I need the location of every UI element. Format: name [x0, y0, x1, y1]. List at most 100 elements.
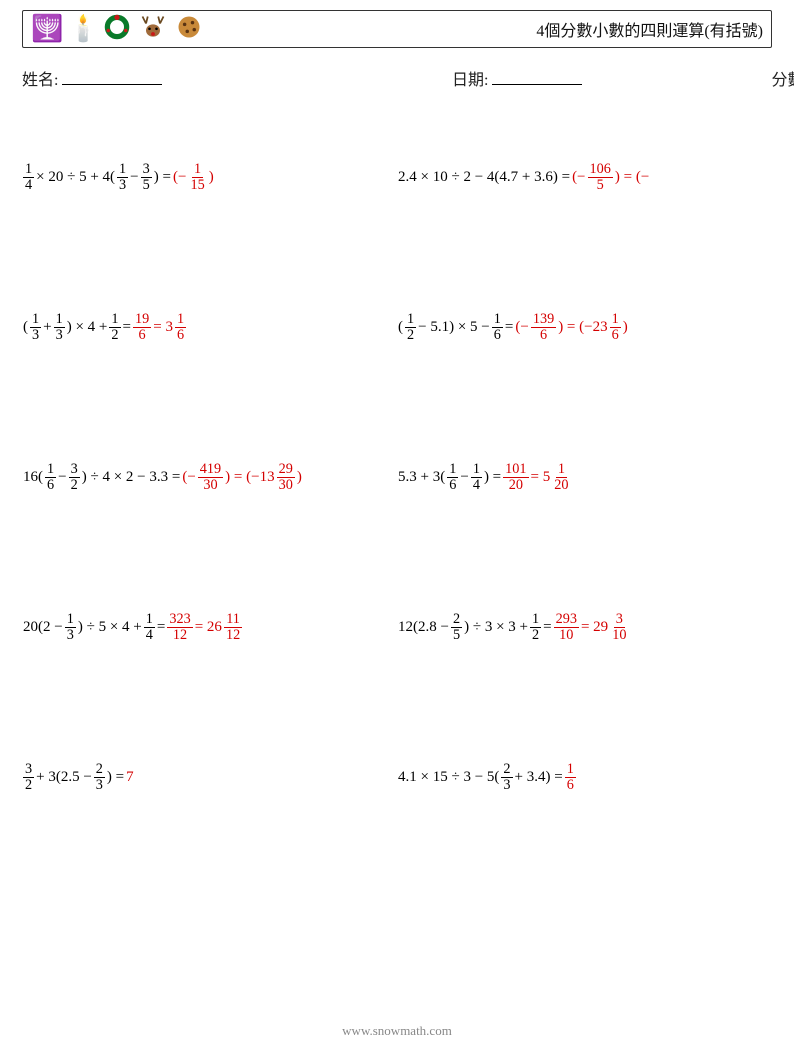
- fraction-denominator: 20: [507, 478, 525, 493]
- fraction: 35: [141, 162, 152, 193]
- problem-expression: 32 + 3(2.5 − 23) =: [22, 762, 125, 793]
- fraction-numerator: 1: [175, 312, 186, 328]
- problem-answer: 32312 = 261112: [166, 612, 243, 643]
- fraction: 1112: [224, 612, 242, 643]
- fraction: 16: [610, 312, 621, 343]
- fraction-numerator: 323: [167, 612, 192, 628]
- fraction-denominator: 12: [224, 628, 242, 643]
- text-segment: ) = (−: [614, 169, 650, 186]
- fraction: 196: [133, 312, 151, 343]
- problem-expression: (12 − 5.1) × 5 − 16 =: [397, 312, 514, 343]
- fraction-denominator: 20: [552, 478, 570, 493]
- score-field: 分數:: [707, 66, 794, 90]
- fraction-numerator: 1: [30, 312, 41, 328]
- fraction-numerator: 19: [133, 312, 151, 328]
- problem-expression: 12(2.8 − 25) ÷ 3 × 3 + 12 =: [397, 612, 553, 643]
- fraction: 41930: [198, 462, 223, 493]
- fraction: 16: [565, 762, 576, 793]
- text-segment: (: [22, 319, 29, 336]
- text-segment: = 3: [152, 319, 174, 336]
- fraction-numerator: 1: [492, 312, 503, 328]
- fraction-numerator: 1: [556, 462, 567, 478]
- problem-cell: 32 + 3(2.5 − 23) = 7: [22, 762, 397, 793]
- fraction-numerator: 1: [45, 462, 56, 478]
- fraction-denominator: 6: [137, 328, 148, 343]
- text-segment: ) = (−13: [224, 469, 275, 486]
- fraction-numerator: 1: [65, 612, 76, 628]
- text-segment: − 5.1) × 5 −: [417, 319, 491, 336]
- text-segment: −: [57, 469, 67, 486]
- header-icons: 🕎 🕯️: [31, 13, 203, 46]
- fraction-denominator: 2: [23, 778, 34, 793]
- text-segment: = 29: [580, 619, 609, 636]
- fraction-denominator: 5: [141, 178, 152, 193]
- problem-expression: 2.4 × 10 ÷ 2 − 4(4.7 + 3.6) =: [397, 169, 571, 186]
- score-label: 分數:: [772, 72, 794, 89]
- problem-expression: 4.1 × 15 ÷ 3 − 5(23 + 3.4) =: [397, 762, 564, 793]
- fraction: 32: [23, 762, 34, 793]
- problem-answer: 16: [564, 762, 577, 793]
- fraction: 14: [23, 162, 34, 193]
- text-segment: = 5: [530, 469, 552, 486]
- fraction-denominator: 3: [30, 328, 41, 343]
- problem-answer: (−115): [172, 162, 215, 193]
- fraction: 23: [501, 762, 512, 793]
- text-segment: = 26: [194, 619, 223, 636]
- fraction-denominator: 6: [565, 778, 576, 793]
- fraction-denominator: 4: [23, 178, 34, 193]
- text-segment: ) =: [483, 469, 502, 486]
- worksheet-page: 🕎 🕯️ 4個分數小數的四則運算(有括號) 姓名: 日期: 分數:: [0, 0, 794, 852]
- text-segment: ) = (−23: [557, 319, 608, 336]
- fraction-denominator: 4: [471, 478, 482, 493]
- fraction-denominator: 2: [69, 478, 80, 493]
- fraction-numerator: 1: [23, 162, 34, 178]
- fraction-denominator: 12: [171, 628, 189, 643]
- fraction: 25: [451, 612, 462, 643]
- problem-cell: 14 × 20 ÷ 5 + 4(13 − 35) = (−115): [22, 162, 397, 193]
- problem-expression: 14 × 20 ÷ 5 + 4(13 − 35) =: [22, 162, 172, 193]
- problem-cell: 2.4 × 10 ÷ 2 − 4(4.7 + 3.6) = (−1065) = …: [397, 162, 772, 193]
- fraction-denominator: 6: [447, 478, 458, 493]
- fraction: 16: [447, 462, 458, 493]
- problem-answer: 10120 = 5120: [502, 462, 571, 493]
- fraction-numerator: 2: [451, 612, 462, 628]
- problem-answer: (−41930) = (−132930): [181, 462, 303, 493]
- text-segment: 2.4 × 10 ÷ 2 − 4(4.7 + 3.6) =: [397, 169, 571, 186]
- fraction-numerator: 1: [109, 312, 120, 328]
- fraction-numerator: 2: [94, 762, 105, 778]
- text-segment: ): [208, 169, 215, 186]
- text-segment: (−: [172, 169, 187, 186]
- problem-cell: 4.1 × 15 ÷ 3 − 5(23 + 3.4) = 16: [397, 762, 772, 793]
- fraction-denominator: 6: [610, 328, 621, 343]
- date-label: 日期:: [452, 72, 488, 89]
- problem-expression: 5.3 + 3(16 − 14) =: [397, 462, 502, 493]
- text-segment: −: [459, 469, 469, 486]
- problem-answer: 196 = 31 6: [132, 312, 187, 343]
- text-segment: + 3(2.5 −: [35, 769, 93, 786]
- header-bar: 🕎 🕯️ 4個分數小數的四則運算(有括號): [22, 10, 772, 48]
- problem-cell: 5.3 + 3(16 − 14) = 10120 = 5120: [397, 462, 772, 493]
- fraction-numerator: 1: [565, 762, 576, 778]
- fraction: 1065: [588, 162, 613, 193]
- fraction: 32: [69, 462, 80, 493]
- fraction: 14: [144, 612, 155, 643]
- fraction: 13: [54, 312, 65, 343]
- fraction-numerator: 3: [141, 162, 152, 178]
- fraction: 115: [188, 162, 206, 193]
- fraction-numerator: 1: [54, 312, 65, 328]
- fraction-numerator: 1: [610, 312, 621, 328]
- problem-answer: 7: [125, 769, 135, 786]
- text-segment: × 20 ÷ 5 + 4(: [35, 169, 116, 186]
- text-segment: 7: [125, 769, 135, 786]
- fraction-denominator: 10: [610, 628, 628, 643]
- menorah-icon: 🕎: [31, 15, 59, 43]
- text-segment: =: [504, 319, 514, 336]
- fraction: 23: [94, 762, 105, 793]
- fraction: 12: [405, 312, 416, 343]
- fraction: 14: [471, 462, 482, 493]
- fraction-denominator: 15: [188, 178, 206, 193]
- fraction-numerator: 3: [69, 462, 80, 478]
- problem-cell: 16(16 − 32) ÷ 4 × 2 − 3.3 = (−41930) = (…: [22, 462, 397, 493]
- fraction: 16: [45, 462, 56, 493]
- name-field: 姓名:: [22, 66, 382, 90]
